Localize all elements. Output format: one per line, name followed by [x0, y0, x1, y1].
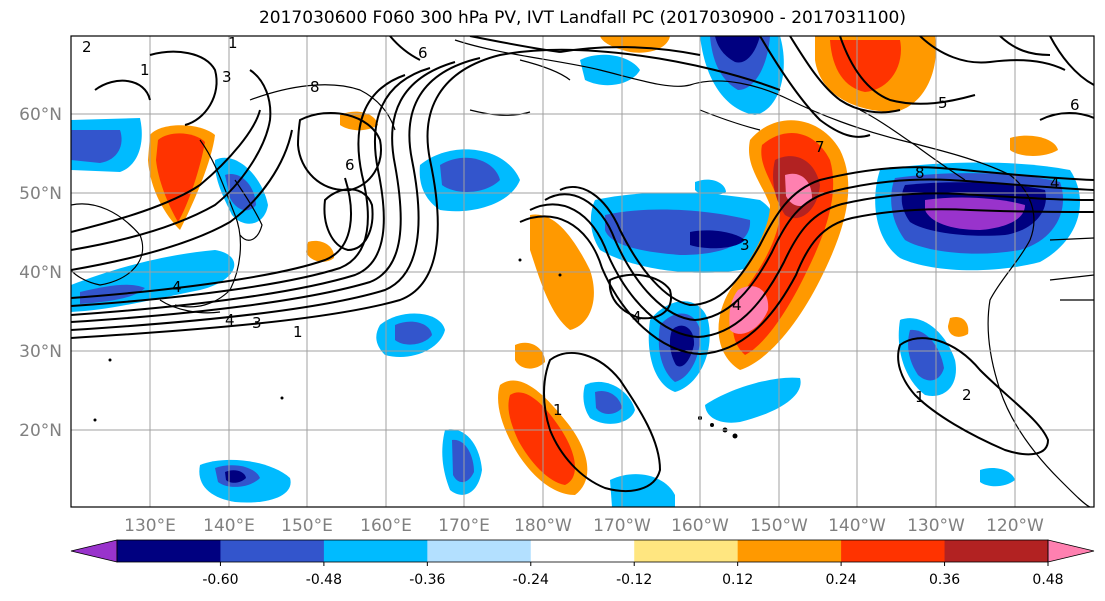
contour-label: 4	[632, 308, 642, 326]
shade-negative	[452, 439, 474, 483]
shade-negative	[580, 54, 640, 86]
latitude-labels: 60°N 50°N 40°N 30°N 20°N	[19, 105, 62, 441]
shade-negative	[395, 321, 432, 345]
pv-contours	[71, 36, 1094, 492]
colorbar-segment	[944, 540, 1049, 562]
colorbar-segment	[117, 540, 221, 562]
lat-label: 30°N	[19, 342, 62, 362]
shade-negative	[715, 36, 760, 63]
colorbar-tick-label: -0.48	[306, 572, 342, 588]
lat-label: 20°N	[19, 421, 62, 441]
contour-labels: 1 3 8 6 4 1 3 4 7 3 4 1 2 1 4 6 5 6 4 8 …	[82, 34, 1080, 419]
lat-label: 50°N	[19, 184, 62, 204]
shade-positive	[306, 240, 335, 262]
shade-negative	[225, 470, 246, 483]
lon-label: 160°W	[671, 516, 729, 536]
lon-label: 180°W	[514, 516, 572, 536]
shade-negative	[908, 329, 944, 381]
contour-label: 7	[815, 138, 825, 156]
colorbar-tick-label: 0.36	[929, 572, 960, 588]
contour-label: 4	[732, 296, 742, 314]
contour-label: 6	[1070, 96, 1080, 114]
colorbar-segment	[737, 540, 842, 562]
colorbar-segment	[427, 540, 532, 562]
lat-label: 40°N	[19, 263, 62, 283]
shade-negative	[925, 197, 1025, 230]
shade-positive	[515, 342, 545, 369]
colorbar-tick-label: -0.36	[409, 572, 445, 588]
contour-label: 3	[252, 314, 262, 332]
lon-label: 150°E	[281, 516, 333, 536]
contour-label: 2	[962, 386, 972, 404]
colorbar-segment	[841, 540, 946, 562]
contour-label: 1	[140, 61, 150, 79]
shade-positive	[156, 133, 205, 222]
map-frame	[70, 35, 1095, 508]
colorbar-tick-label: -0.60	[202, 572, 238, 588]
lon-label: 140°W	[828, 516, 886, 536]
contour-label: 3	[740, 236, 750, 254]
colorbar-segment	[634, 540, 739, 562]
colorbar-tick-label: 0.12	[722, 572, 753, 588]
shade-negative	[610, 474, 675, 507]
colorbar-extend-min	[70, 539, 118, 563]
shade-negative	[71, 130, 122, 163]
colorbar-tick-label: -0.12	[616, 572, 652, 588]
lon-label: 170°W	[593, 516, 651, 536]
shade-negative	[440, 157, 500, 192]
shade-negative	[980, 468, 1015, 487]
contour-label: 4	[1050, 174, 1060, 192]
lon-label: 170°E	[438, 516, 490, 536]
contour-label: 6	[418, 44, 428, 62]
colorbar-tick-label: -0.24	[513, 572, 549, 588]
colorbar-segment	[530, 540, 635, 562]
contour-label: 1	[228, 34, 238, 52]
colorbar-segment	[323, 540, 428, 562]
shade-positive	[1010, 135, 1058, 156]
colorbar-tick-label: 0.48	[1032, 572, 1063, 588]
colorbar-segment	[220, 540, 325, 562]
contour-label: 1	[915, 388, 925, 406]
shade-negative	[705, 377, 801, 423]
contour-label: 1	[553, 401, 563, 419]
islands	[93, 258, 738, 439]
lon-label: 120°W	[986, 516, 1044, 536]
colorbar-frame	[116, 539, 1049, 563]
lon-label: 160°E	[360, 516, 412, 536]
contour-label: 3	[222, 68, 232, 86]
colorbar-extend-max	[1047, 539, 1095, 563]
lon-label: 130°E	[124, 516, 176, 536]
shade-negative	[595, 390, 622, 414]
contour-label: 1	[293, 323, 303, 341]
shade-negative	[690, 230, 745, 249]
longitude-labels: 130°E 140°E 150°E 160°E 170°E 180°W 170°…	[124, 516, 1044, 536]
contour-label: 8	[310, 78, 320, 96]
shade-negative	[695, 179, 726, 196]
lon-label: 130°W	[907, 516, 965, 536]
lon-label: 150°W	[750, 516, 808, 536]
map-title: 2017030600 F060 300 hPa PV, IVT Landfall…	[258, 8, 906, 28]
colorbar: -0.60 -0.48 -0.36 -0.24 -0.12 0.12 0.24 0.36 0.4…	[70, 539, 1095, 588]
contour-label: 6	[345, 156, 355, 174]
lon-label: 140°E	[203, 516, 255, 536]
colorbar-tick-label: 0.24	[826, 572, 857, 588]
shade-positive	[508, 392, 576, 485]
contour-label: 4	[172, 278, 182, 296]
contour-label: 5	[938, 94, 948, 112]
shade-positive	[948, 316, 969, 337]
lat-label: 60°N	[19, 105, 62, 125]
contour-label: 2	[82, 38, 92, 56]
contour-label: 4	[225, 311, 235, 329]
contour-label: 8	[915, 164, 925, 182]
